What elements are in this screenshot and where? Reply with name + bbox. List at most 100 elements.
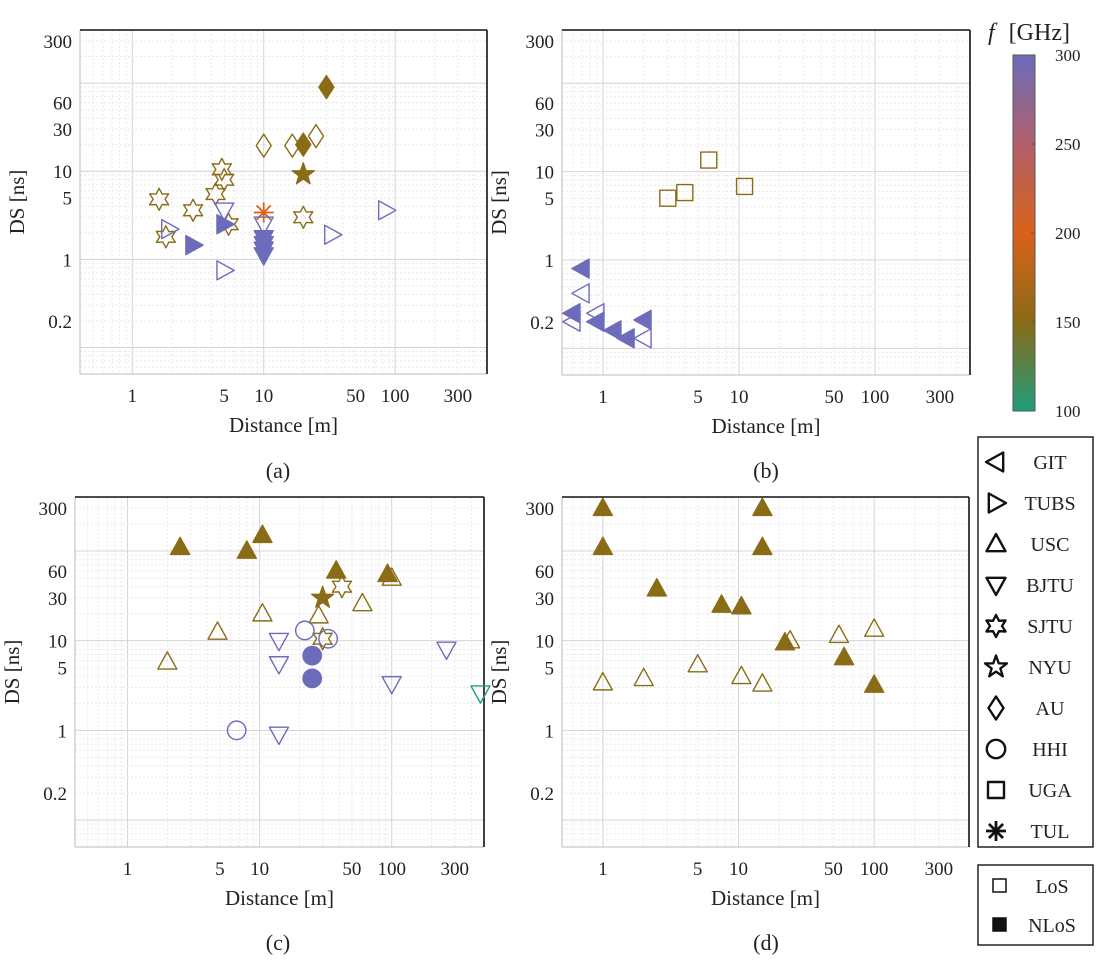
data-point	[295, 132, 312, 157]
data-point	[863, 674, 885, 693]
x-tick-label: 300	[440, 859, 469, 880]
triangle-down-icon	[985, 576, 1007, 597]
data-point	[711, 594, 732, 613]
y-tick-label: 1	[545, 251, 555, 272]
data-point	[633, 309, 652, 331]
data-point	[731, 595, 752, 615]
data-point	[592, 497, 614, 517]
triangle-up-icon	[985, 532, 1007, 553]
data-point	[216, 260, 235, 281]
x-tick-label: 1	[598, 387, 608, 408]
x-tick-label: 10	[250, 859, 269, 880]
data-point	[323, 224, 343, 245]
data-point	[700, 151, 718, 169]
data-point	[752, 497, 773, 517]
grid	[561, 496, 970, 848]
y-tick-label: 30	[535, 120, 554, 141]
legend-label: TUBS	[1024, 493, 1075, 515]
legend-item: GIT	[984, 451, 1067, 474]
colorbar-tick-label: 150	[1055, 313, 1081, 332]
caption-c: (c)	[266, 930, 290, 955]
colorbar-ticks: 300 250 200 150 100	[1031, 46, 1081, 421]
y-tick-label: 30	[48, 589, 67, 610]
caption-a: (a)	[266, 458, 290, 483]
y-tick-label: 5	[63, 189, 73, 210]
panel-b: 1 5 10 50 100 300 0.2 1 5 10 30 60 300 Distance [m] DS…	[487, 29, 971, 438]
data-point	[302, 668, 323, 689]
y-tick-label: 1	[63, 250, 73, 271]
y-tick-label: 30	[535, 589, 554, 610]
data-point	[211, 157, 233, 182]
data-point	[318, 74, 335, 100]
data-point	[436, 641, 457, 661]
legend-label: NYU	[1028, 657, 1072, 679]
y-tick-label: 10	[48, 632, 67, 653]
data-point	[293, 205, 314, 229]
y-axis-label: DS [ns]	[487, 640, 511, 705]
data-point	[268, 656, 290, 675]
x-axis-label: Distance [m]	[711, 886, 820, 910]
y-tick-label: 300	[526, 499, 555, 520]
data-point	[687, 653, 708, 673]
legend-item: TUL	[986, 821, 1069, 843]
data-point	[828, 624, 850, 644]
y-axis-label: DS [ns]	[487, 170, 511, 235]
x-tick-label: 10	[254, 386, 273, 407]
data-point	[592, 536, 614, 556]
legend-label: HHI	[1032, 739, 1068, 761]
data-point	[470, 685, 491, 704]
y-tick-label: 30	[53, 120, 72, 141]
colorbar-tick-label: 200	[1055, 224, 1081, 243]
data-point	[213, 202, 235, 222]
data-point	[633, 667, 654, 687]
colorbar-tick-label: 250	[1055, 135, 1081, 154]
data-point	[252, 524, 273, 544]
y-tick-label: 300	[44, 32, 73, 53]
data-point	[833, 646, 855, 666]
data-point	[377, 200, 397, 221]
legend-label: TUL	[1031, 821, 1070, 843]
legend-label: SJTU	[1027, 616, 1073, 638]
data-point	[381, 567, 402, 586]
legend-institutions: GIT TUBS USC BJTU SJTU NYU AU HHI UGA TUL	[983, 451, 1076, 843]
legend-label: BJTU	[1026, 575, 1074, 597]
data-point	[571, 283, 590, 304]
data-point	[633, 328, 652, 349]
legend-item: NYU	[983, 654, 1072, 679]
y-tick-label: 5	[58, 659, 68, 680]
data-point	[157, 651, 178, 670]
data-points	[562, 151, 754, 349]
panel-c: 1 5 10 50 100 300 0.2 1 5 10 30 60 300 Distance [m] DS…	[0, 496, 491, 910]
x-tick-label: 50	[825, 387, 844, 408]
data-point	[185, 234, 204, 256]
legend-label: LoS	[1035, 876, 1068, 898]
legend-conditions: LoS NLoS	[992, 876, 1076, 937]
data-point	[307, 123, 325, 149]
y-axis-label: DS [ns]	[5, 170, 29, 235]
x-tick-label: 50	[342, 859, 361, 880]
legend-label: GIT	[1033, 452, 1066, 474]
data-points	[157, 524, 491, 746]
y-tick-label: 10	[535, 632, 554, 653]
data-point	[676, 183, 694, 202]
data-point	[592, 671, 614, 691]
x-tick-label: 100	[377, 859, 406, 880]
data-point	[253, 216, 274, 235]
x-axis-label: Distance [m]	[229, 413, 338, 437]
y-tick-label: 1	[58, 721, 68, 742]
data-point	[213, 168, 235, 192]
grid	[79, 29, 488, 375]
panel-d: 1 5 10 50 100 300 0.2 1 5 10 30 60 300 Distance [m] DS…	[487, 496, 970, 910]
legend-label: UGA	[1028, 780, 1072, 802]
caption-d: (d)	[753, 930, 779, 955]
data-point	[586, 311, 605, 332]
x-tick-label: 100	[381, 386, 410, 407]
legend-item: UGA	[986, 780, 1072, 802]
x-tick-label: 5	[693, 859, 703, 880]
data-point	[311, 585, 335, 608]
x-tick-label: 5	[693, 387, 703, 408]
colorbar-tick-label: 300	[1055, 46, 1081, 65]
x-tick-label: 1	[128, 386, 138, 407]
y-tick-label: 300	[526, 32, 555, 53]
data-point	[752, 673, 773, 692]
